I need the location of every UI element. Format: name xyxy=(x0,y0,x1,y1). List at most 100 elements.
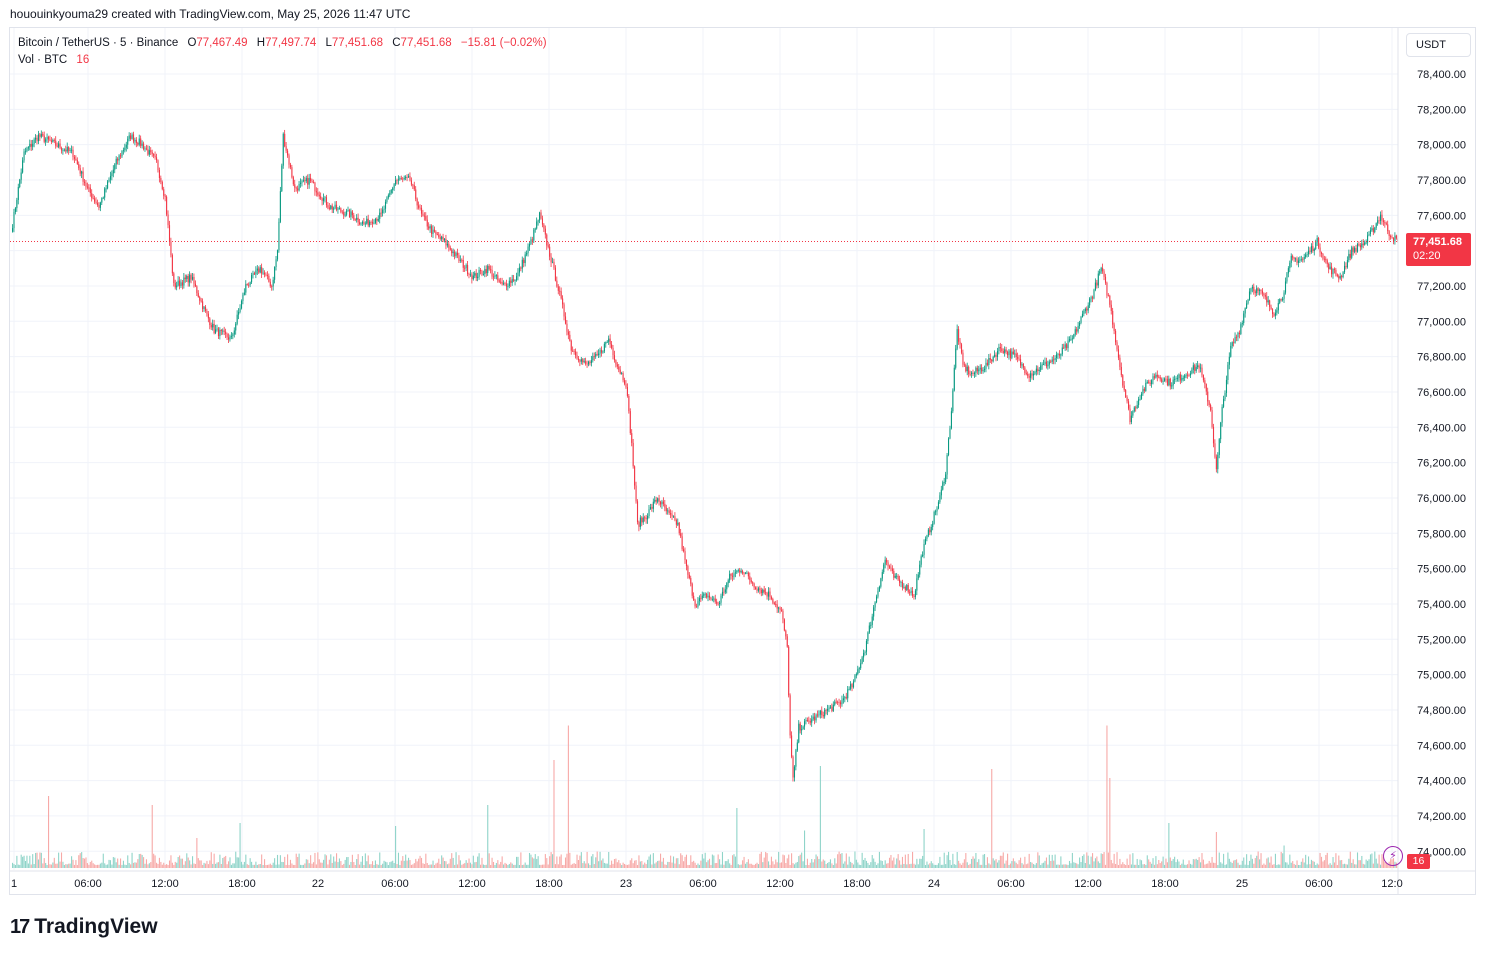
volume-bar xyxy=(1243,857,1245,868)
volume-bar xyxy=(223,856,225,868)
high-value: 77,497.74 xyxy=(265,37,317,49)
volume-bar xyxy=(739,864,741,868)
candle-body xyxy=(147,149,149,155)
volume-bar xyxy=(552,854,554,868)
volume-bar xyxy=(662,857,664,868)
volume-bar xyxy=(932,863,934,868)
volume-bar xyxy=(320,862,322,868)
time-axis[interactable]: 1 06:00 12:00 18:00 22 06:00 12:00 18:00 23 06:00… xyxy=(10,870,1476,890)
candle-body xyxy=(907,585,909,593)
volume-bar xyxy=(946,855,948,868)
candle-body xyxy=(770,596,772,599)
candle-body xyxy=(838,702,840,704)
candle-body xyxy=(716,601,718,604)
candle-body xyxy=(825,709,827,711)
candle-body xyxy=(737,570,739,572)
candle-body xyxy=(291,167,293,178)
volume-bar xyxy=(660,853,662,868)
volume-bar xyxy=(66,864,68,868)
candle-body xyxy=(832,704,834,711)
volume-bar xyxy=(274,858,276,868)
candle-body xyxy=(202,301,204,309)
volume-bar xyxy=(301,864,303,868)
volume-bar xyxy=(727,859,729,868)
volume-bar xyxy=(1356,852,1359,868)
volume-bar xyxy=(102,853,104,868)
candle-body xyxy=(416,198,418,206)
candle-body xyxy=(1189,373,1192,376)
volume-bar xyxy=(1264,864,1266,868)
candle-body xyxy=(1002,350,1004,354)
candle-body xyxy=(904,586,906,591)
price-axis[interactable]: 78,400.0078,200.0078,000.0077,800.0077,6… xyxy=(1397,28,1466,894)
candle-body xyxy=(84,181,86,183)
candle-body xyxy=(367,218,369,226)
volume-label[interactable]: Vol · BTC xyxy=(18,54,68,66)
volume-bar xyxy=(137,859,139,868)
volume-bar xyxy=(1031,862,1033,868)
volume-bar xyxy=(1136,858,1138,868)
volume-bar xyxy=(32,854,34,868)
volume-bar xyxy=(527,864,529,868)
volume-bar xyxy=(1241,860,1243,868)
volume-bar xyxy=(1313,861,1315,868)
volume-bar xyxy=(675,858,677,868)
candle-body xyxy=(1244,308,1246,314)
volume-bar xyxy=(841,853,843,868)
candle-body xyxy=(1089,298,1091,306)
volume-bar xyxy=(828,861,830,868)
volume-bar xyxy=(432,860,434,868)
candle-body xyxy=(256,268,258,271)
candle-body xyxy=(500,281,502,283)
candle-body xyxy=(340,208,342,212)
volume-bar xyxy=(1272,864,1274,868)
candle-body xyxy=(1318,237,1320,248)
candle-body xyxy=(750,580,752,583)
candle-body xyxy=(42,133,44,136)
tradingview-logo[interactable]: 17 TradingView xyxy=(10,915,158,939)
volume-bar xyxy=(1122,862,1124,868)
volume-bar xyxy=(641,861,643,868)
candle-body xyxy=(1061,347,1063,355)
candle-body xyxy=(491,269,493,277)
candle-body xyxy=(1331,266,1333,275)
volume-bar xyxy=(56,863,58,868)
volume-bar xyxy=(239,823,241,868)
volume-bar xyxy=(753,864,755,868)
candle-body xyxy=(1287,268,1289,274)
candle-body xyxy=(1380,214,1382,221)
volume-bar xyxy=(497,860,499,868)
volume-bar xyxy=(1368,859,1370,868)
candle-body xyxy=(858,668,860,670)
candle-body xyxy=(1218,439,1220,455)
volume-bar xyxy=(1328,864,1330,868)
lightning-icon[interactable]: ⚡ xyxy=(1383,846,1403,866)
candle-body xyxy=(786,636,788,647)
candle-body xyxy=(940,489,942,496)
candle-body xyxy=(1387,224,1389,232)
volume-bar xyxy=(861,852,863,868)
volume-bar xyxy=(366,861,368,868)
volume-bar xyxy=(1223,853,1225,868)
candle-body xyxy=(1295,258,1297,260)
volume-bar xyxy=(966,862,968,868)
volume-bar xyxy=(668,862,670,868)
candle-body xyxy=(986,362,988,366)
volume-bar xyxy=(822,859,824,868)
volume-bar xyxy=(887,863,889,868)
volume-bar xyxy=(867,862,869,868)
volume-bar xyxy=(140,853,142,868)
candle-body xyxy=(654,499,656,502)
volume-bar xyxy=(690,855,692,868)
candle-body xyxy=(703,594,705,596)
volume-bar xyxy=(973,858,976,868)
candle-body xyxy=(590,360,592,364)
volume-bar xyxy=(1045,857,1048,868)
x-tick-label: 06:00 xyxy=(1305,878,1333,890)
symbol-name[interactable]: Bitcoin / TetherUS · 5 · Binance xyxy=(18,37,179,49)
candle-body xyxy=(906,585,908,591)
volume-bar xyxy=(454,864,456,868)
volume-bar xyxy=(971,858,973,868)
currency-button[interactable]: USDT xyxy=(1406,33,1471,57)
